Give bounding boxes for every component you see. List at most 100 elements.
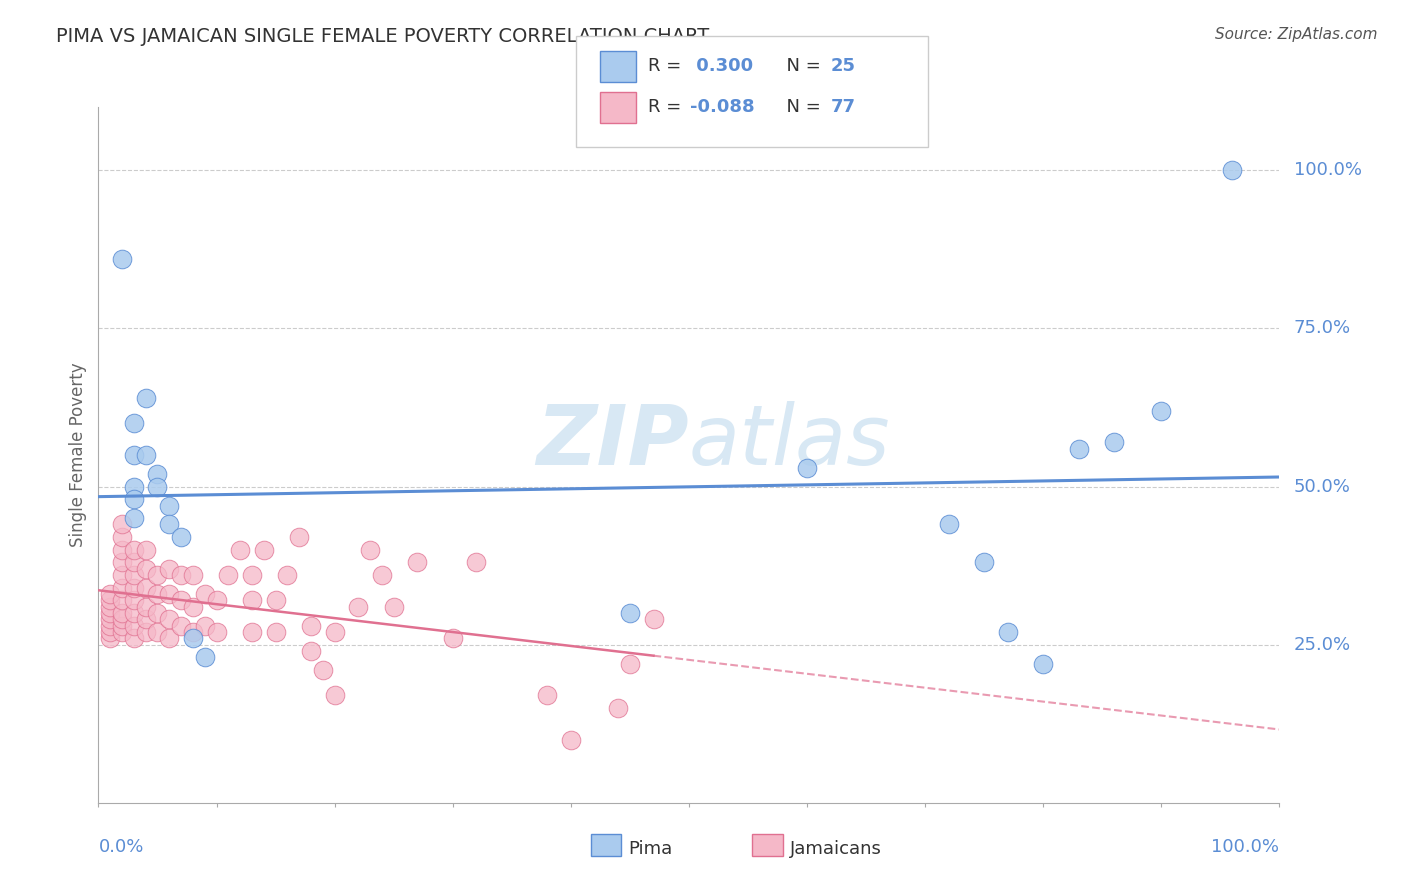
Point <box>619 606 641 620</box>
Point <box>253 542 276 557</box>
Text: 50.0%: 50.0% <box>1294 477 1351 496</box>
Point <box>122 556 145 570</box>
Point <box>157 562 180 576</box>
Text: 25.0%: 25.0% <box>1294 636 1351 654</box>
Text: 0.300: 0.300 <box>690 57 754 76</box>
Point <box>98 612 121 626</box>
Point <box>170 593 193 607</box>
Point <box>371 568 394 582</box>
Point <box>146 467 169 481</box>
Point <box>98 606 121 620</box>
Point <box>1150 403 1173 417</box>
Text: ZIP: ZIP <box>536 401 689 482</box>
Point <box>170 530 193 544</box>
Point <box>122 618 145 632</box>
Point <box>347 599 370 614</box>
Point <box>264 593 287 607</box>
Point <box>135 562 157 576</box>
Point <box>98 625 121 640</box>
Point <box>240 593 263 607</box>
Point <box>1102 435 1125 450</box>
Point <box>181 599 204 614</box>
Point <box>607 701 630 715</box>
Point <box>111 581 134 595</box>
Point <box>465 556 488 570</box>
Point <box>205 625 228 640</box>
Point <box>536 688 558 702</box>
Point <box>122 581 145 595</box>
Text: 100.0%: 100.0% <box>1294 161 1361 179</box>
Point <box>157 517 180 532</box>
Point <box>146 606 169 620</box>
Point <box>205 593 228 607</box>
Point <box>122 417 145 431</box>
Point <box>111 556 134 570</box>
Point <box>146 625 169 640</box>
Point <box>299 618 322 632</box>
Point <box>229 542 252 557</box>
Point <box>111 625 134 640</box>
Point <box>217 568 239 582</box>
Point <box>643 612 665 626</box>
Point <box>157 499 180 513</box>
Point <box>122 606 145 620</box>
Point <box>264 625 287 640</box>
Point <box>1032 657 1054 671</box>
Text: R =: R = <box>648 98 688 117</box>
Text: 25: 25 <box>831 57 856 76</box>
Point <box>98 593 121 607</box>
Point <box>135 625 157 640</box>
Point <box>111 517 134 532</box>
Point <box>796 460 818 475</box>
Point <box>323 625 346 640</box>
Text: 100.0%: 100.0% <box>1212 838 1279 855</box>
Point <box>312 663 335 677</box>
Point <box>181 632 204 646</box>
Point <box>194 587 217 601</box>
Point <box>98 632 121 646</box>
Text: 77: 77 <box>831 98 856 117</box>
Text: N =: N = <box>775 98 827 117</box>
Point <box>146 587 169 601</box>
Text: N =: N = <box>775 57 827 76</box>
Point <box>276 568 298 582</box>
Point <box>323 688 346 702</box>
Point <box>146 479 169 493</box>
Point <box>111 568 134 582</box>
Point <box>406 556 429 570</box>
Point <box>111 593 134 607</box>
Text: 0.0%: 0.0% <box>98 838 143 855</box>
Text: Jamaicans: Jamaicans <box>790 840 882 858</box>
Point <box>194 618 217 632</box>
Point <box>122 542 145 557</box>
Point <box>194 650 217 665</box>
Point <box>135 612 157 626</box>
Point <box>146 568 169 582</box>
Point <box>122 448 145 462</box>
Point <box>122 632 145 646</box>
Point <box>111 252 134 266</box>
Point <box>973 556 995 570</box>
Point <box>560 732 582 747</box>
Point <box>111 612 134 626</box>
Point <box>122 479 145 493</box>
Point <box>288 530 311 544</box>
Point <box>157 612 180 626</box>
Point <box>122 593 145 607</box>
Point <box>1067 442 1090 456</box>
Text: R =: R = <box>648 57 688 76</box>
Point <box>111 618 134 632</box>
Point <box>157 587 180 601</box>
Point <box>122 568 145 582</box>
Y-axis label: Single Female Poverty: Single Female Poverty <box>69 363 87 547</box>
Point <box>135 391 157 405</box>
Point <box>135 448 157 462</box>
Point <box>938 517 960 532</box>
Point <box>135 581 157 595</box>
Point <box>98 599 121 614</box>
Point <box>299 644 322 658</box>
Point <box>98 587 121 601</box>
Text: Pima: Pima <box>628 840 672 858</box>
Point <box>382 599 405 614</box>
Point <box>170 568 193 582</box>
